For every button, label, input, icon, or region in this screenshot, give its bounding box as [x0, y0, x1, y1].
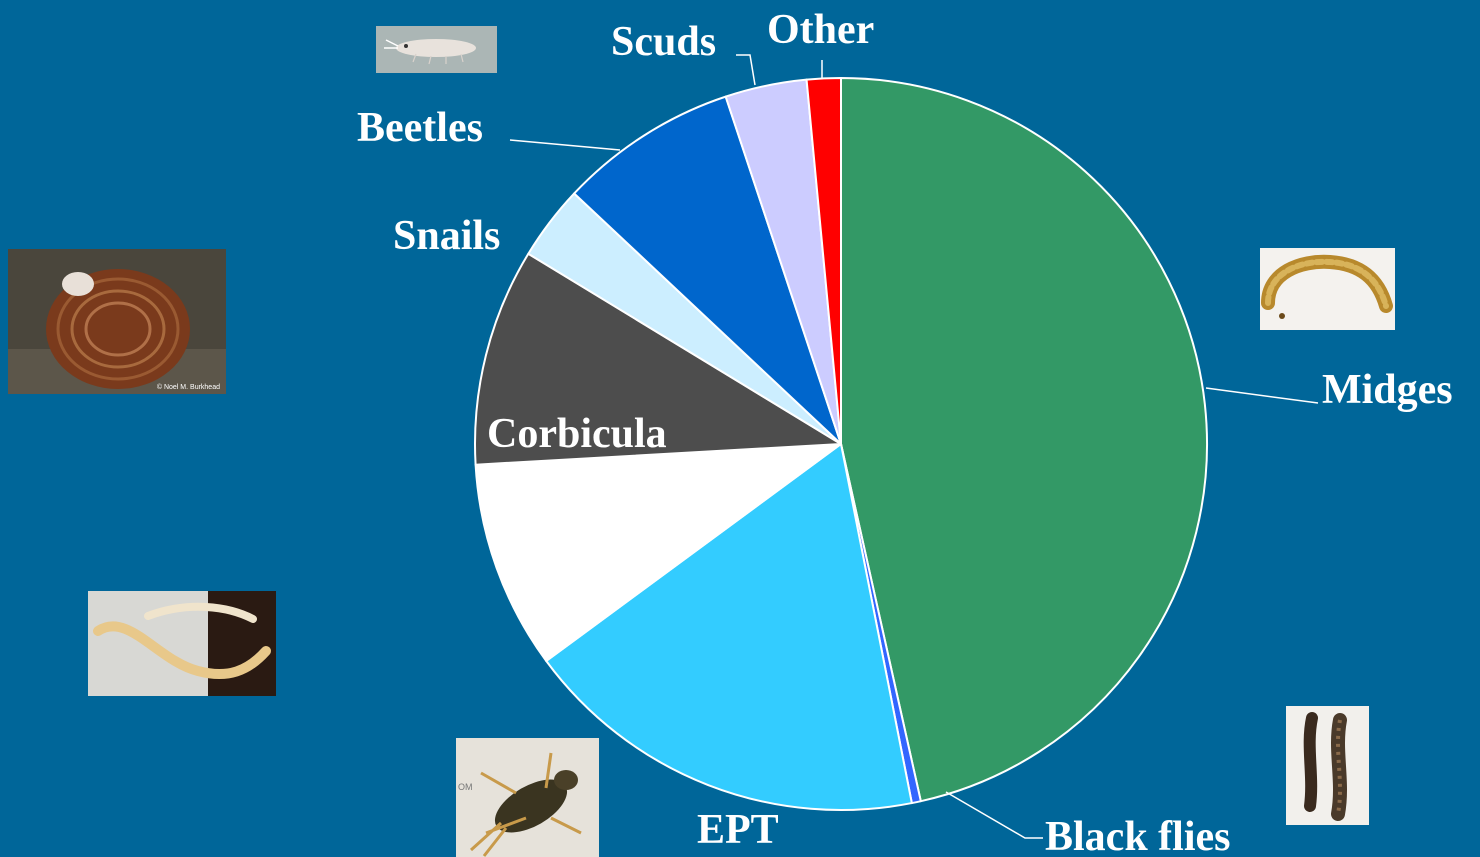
pie-slices — [474, 76, 1208, 811]
slice-label-scuds: Scuds — [611, 19, 716, 65]
worm-photo — [88, 591, 276, 696]
slice-label-snails: Snails — [393, 213, 500, 259]
slice-label-corbicula: Corbicula — [487, 411, 667, 457]
photo-caption: © Noel M. Burkhead — [157, 383, 220, 391]
scud-photo — [376, 26, 497, 73]
svg-text:OM: OM — [458, 782, 473, 792]
leader-line-beetles — [509, 139, 621, 151]
pie-slice-unlabeled — [474, 443, 842, 662]
slice-labels: Midges Black flies EPT Corbicula Snails … — [357, 7, 1453, 857]
pie-slice-ept — [545, 443, 913, 811]
leader-line-scuds — [736, 54, 756, 86]
leader-line-midges — [1205, 387, 1319, 404]
slice-label-other: Other — [767, 7, 874, 53]
pie-slice-midges — [840, 77, 1208, 803]
black-fly-larvae-photo — [1286, 706, 1369, 825]
leader-line-black-flies — [945, 791, 1043, 839]
slice-label-beetles: Beetles — [357, 105, 483, 151]
leader-lines — [509, 54, 1319, 839]
pie-slice-beetles — [573, 95, 842, 445]
pie-slice-other — [805, 76, 842, 445]
midge-larva-photo — [1260, 248, 1395, 330]
corbicula-clam-photo: © Noel M. Burkhead — [8, 249, 226, 394]
slice-label-black-flies: Black flies — [1045, 814, 1231, 857]
pie-slice-corbicula — [474, 252, 842, 466]
slice-label-midges: Midges — [1322, 367, 1453, 413]
mayfly-nymph-photo: OM — [456, 738, 599, 857]
slice-label-ept: EPT — [697, 807, 779, 853]
